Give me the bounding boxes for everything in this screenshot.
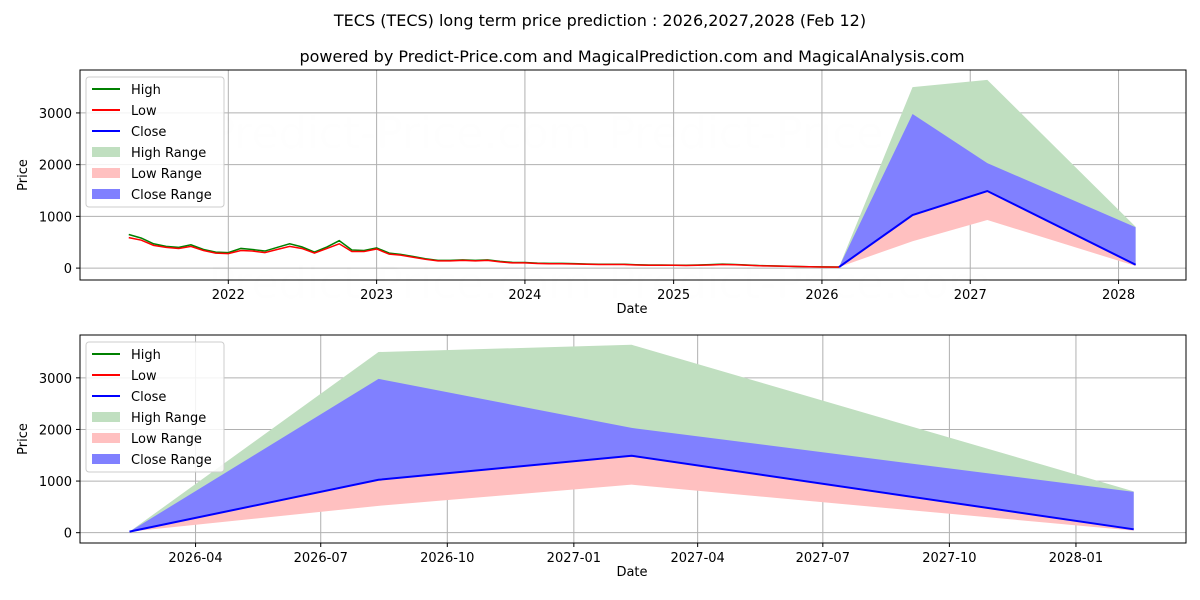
y-tick-label: 2000 [39,423,72,438]
x-axis-label: Date [616,302,647,317]
legend-label: Close Range [131,188,212,203]
axes-frame [79,334,1187,544]
x-tick-label: 2027-04 [670,551,724,566]
x-tick-label: 2028-01 [1049,551,1103,566]
x-tick-label: 2028 [1102,288,1135,303]
x-tick-label: 2026-04 [168,551,222,566]
watermark: Predict-Price.com [209,258,592,309]
close-line [129,454,1134,533]
legend-label: Low Range [131,167,202,182]
x-tick-label: 2027-10 [922,551,976,566]
legend-label: Low [131,369,157,384]
axes-frame [79,69,1187,281]
legend-label: High [131,348,161,363]
legend-box [85,341,225,473]
low-range-area [129,455,1134,532]
y-tick-label: 3000 [39,372,72,387]
y-tick-label: 2000 [39,159,72,174]
legend-box [85,76,225,208]
legend-swatch-patch [92,433,120,443]
y-tick-label: 0 [64,527,72,542]
x-axis-label: Date [616,565,647,580]
low-range-area [839,191,1136,268]
x-tick-label: 2022 [212,288,245,303]
x-tick-label: 2027-07 [796,551,850,566]
legend-swatch-patch [92,454,120,464]
legend-label: Close [131,390,166,405]
x-tick-label: 2026 [805,288,838,303]
legend-swatch-patch [92,189,120,199]
x-tick-label: 2026-10 [420,551,474,566]
plot-area [128,79,1137,268]
legend: High Low Close High Range Low Range Close Ran… [85,341,225,473]
plot-area [129,344,1134,533]
legend-label: High Range [131,411,206,426]
low-line [128,236,840,268]
legend-swatch-patch [92,168,120,178]
legend-label: Low Range [131,432,202,447]
x-tick-label: 2027 [954,288,987,303]
x-tick-label: 2027-01 [547,551,601,566]
y-tick-label: 0 [64,262,72,277]
y-tick-label: 3000 [39,107,72,122]
chart-subtitle: powered by Predict-Price.com and Magical… [299,47,964,66]
legend: High Low Close High Range Low Range Close Ran… [85,76,225,208]
chart-title: TECS (TECS) long term price prediction :… [333,11,866,30]
forecast-axes: 2026-04 2026-07 2026-10 2027-01 2027-04 2027-… [16,334,1187,580]
legend-label: Close Range [131,453,212,468]
overview-axes: 2022 2023 2024 2025 2026 2027 2028 0 1000 2000 300… [16,69,1187,317]
y-tick-label: 1000 [39,475,72,490]
legend-label: Close [131,125,166,140]
legend-swatch-patch [92,412,120,422]
x-tick-label: 2026-07 [294,551,348,566]
x-tick-label: 2024 [508,288,541,303]
x-tick-label: 2023 [360,288,393,303]
x-tick-label: 2025 [657,288,690,303]
legend-label: High [131,83,161,98]
legend-label: Low [131,104,157,119]
y-axis-label: Price [16,423,31,455]
y-tick-label: 1000 [39,210,72,225]
watermark: Predict-Price.com [209,108,592,159]
close-line [838,189,1137,268]
legend-label: High Range [131,146,206,161]
y-axis-label: Price [16,159,31,191]
legend-swatch-patch [92,147,120,157]
